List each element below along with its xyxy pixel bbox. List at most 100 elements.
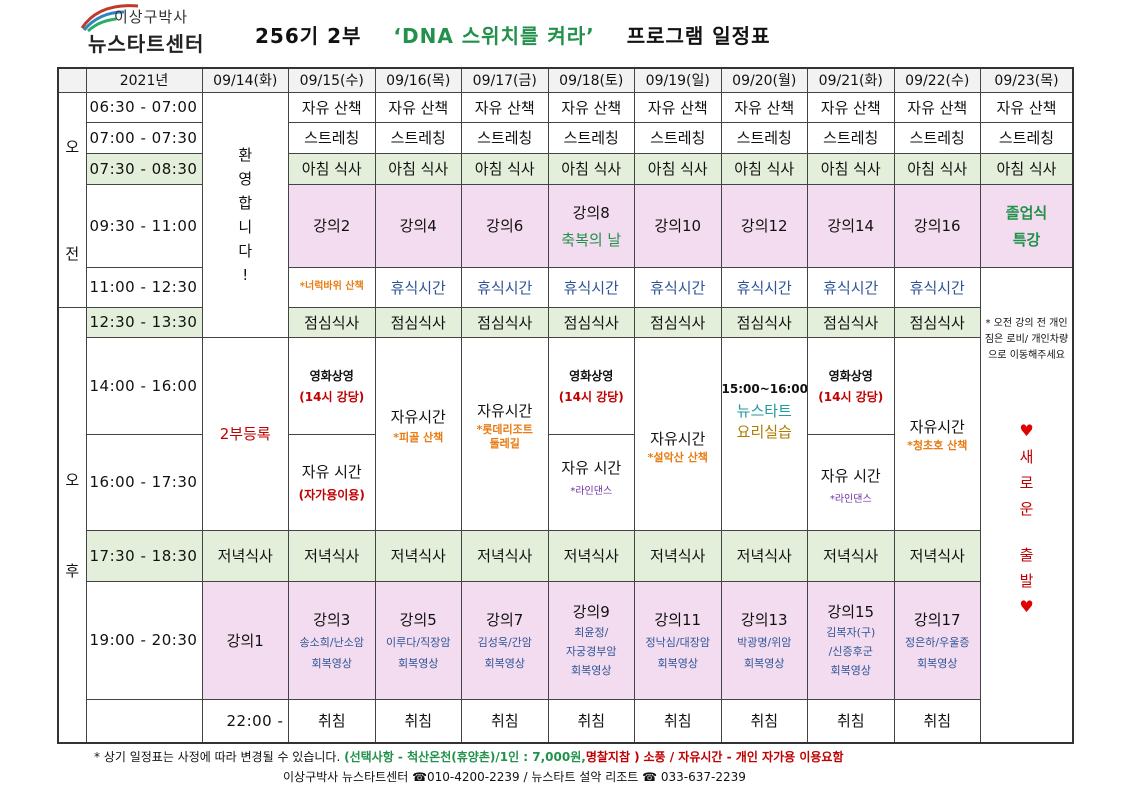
date-cell: 09/23(목) — [980, 67, 1073, 93]
lunch-cell: 점심식사 — [547, 306, 635, 338]
time-cell: 22:00 - — [201, 698, 289, 743]
table-row: 17:30 - 18:30 저녁식사 저녁식사 저녁식사 저녁식사 저녁식사 저… — [58, 529, 1073, 582]
lecture-cell: 강의16 — [893, 183, 981, 268]
date-cell: 09/21(화) — [807, 67, 895, 93]
rest-cell: 휴식시간 — [547, 266, 635, 308]
sleep-cell: 취침 — [461, 698, 549, 743]
date-cell: 09/16(목) — [374, 67, 462, 93]
line-dance-cell: 자유 시간 *라인댄스 — [547, 433, 635, 531]
rest-cell: 휴식시간 — [893, 266, 981, 308]
walk-cell: 자유 산책 — [807, 91, 895, 123]
walk-cell: 자유 산책 — [547, 91, 635, 123]
lecture-cell: 강의5 이루다/직장암 회복영상 — [374, 580, 462, 700]
stretch-cell: 스트레칭 — [461, 121, 549, 154]
sleep-cell: 취침 — [374, 698, 462, 743]
breakfast-cell: 아침 식사 — [634, 152, 722, 185]
stretch-cell: 스트레칭 — [720, 121, 808, 154]
dinner-cell: 저녁식사 — [634, 529, 722, 582]
title-part2: ‘DNA 스위치를 켜라’ — [393, 24, 595, 48]
schedule-table: 2021년 09/14(화) 09/15(수) 09/16(목) 09/17(금… — [57, 67, 1074, 744]
walk-cell: 자유 산책 — [461, 91, 549, 123]
time-cell: 07:30 - 08:30 — [85, 152, 203, 185]
time-cell: 14:00 - 16:00 — [85, 336, 203, 435]
breakfast-cell: 아침 식사 — [288, 152, 376, 185]
lecture-cell: 강의1 — [201, 580, 289, 700]
stretch-cell: 스트레칭 — [807, 121, 895, 154]
walk-cell: 자유 산책 — [288, 91, 376, 123]
blessing-day: 축복의 날 — [561, 230, 622, 249]
cooking-cell: 15:00~16:00 뉴스타트 요리실습 — [720, 336, 808, 531]
date-cell: 09/15(수) — [288, 67, 376, 93]
dinner-cell: 저녁식사 — [288, 529, 376, 582]
movie-cell: 영화상영 (14시 강당) — [547, 336, 635, 435]
lecture-cell: 강의2 — [288, 183, 376, 268]
lunch-cell: 점심식사 — [634, 306, 722, 338]
lunch-cell: 점심식사 — [374, 306, 462, 338]
lecture-cell: 강의9 최윤정/ 자궁경부암 회복영상 — [547, 580, 635, 700]
time-cell: 17:30 - 18:30 — [85, 529, 203, 582]
lecture-cell: 강의15 김복자(구) /신증후군 회복영상 — [807, 580, 895, 700]
dinner-cell: 저녁식사 — [201, 529, 289, 582]
walk-cell: 자유 산책 — [720, 91, 808, 123]
rest-cell: 휴식시간 — [720, 266, 808, 308]
rest-cell: 휴식시간 — [374, 266, 462, 308]
stretch-cell: 스트레칭 — [374, 121, 462, 154]
movie-cell: 영화상영 (14시 강당) — [807, 336, 895, 435]
lunch-cell: 점심식사 — [807, 306, 895, 338]
time-cell: 11:00 - 12:30 — [85, 266, 203, 308]
table-row: 14:00 - 16:00 2부등록 영화상영 (14시 강당) 자유시간 *피… — [58, 336, 1073, 531]
dinner-cell: 저녁식사 — [893, 529, 981, 582]
rock-walk-cell: *너럭바위 산책 — [288, 266, 376, 308]
stretch-cell: 스트레칭 — [634, 121, 722, 154]
breakfast-cell: 아침 식사 — [893, 152, 981, 185]
time-cell: 07:00 - 07:30 — [85, 121, 203, 154]
lecture-cell: 강의14 — [807, 183, 895, 268]
dinner-cell: 저녁식사 — [547, 529, 635, 582]
lunch-cell: 점심식사 — [288, 306, 376, 338]
walk-cell: 자유 산책 — [374, 91, 462, 123]
sleep-cell: 취침 — [720, 698, 808, 743]
lecture-cell: 강의7 김성욱/간암 회복영상 — [461, 580, 549, 700]
logo: 이상구박사 뉴스타트센터 — [80, 2, 230, 62]
time-cell: 16:00 - 17:30 — [85, 433, 203, 531]
stretch-cell: 스트레칭 — [893, 121, 981, 154]
lecture-cell: 강의11 정낙심/대장암 회복영상 — [634, 580, 722, 700]
free-car-cell: 자유 시간 (자가용이용) — [288, 433, 376, 531]
stretch-cell: 스트레칭 — [547, 121, 635, 154]
year-cell: 2021년 — [85, 67, 203, 93]
lunch-cell: 점심식사 — [461, 306, 549, 338]
new-start: ♥ 새 로 운 출 발 ♥ — [982, 418, 1072, 620]
logo-line2: 뉴스타트센터 — [88, 32, 205, 56]
stretch-cell: 스트레칭 — [980, 121, 1073, 154]
table-row: 11:00 - 12:30 *너럭바위 산책 휴식시간 휴식시간 휴식시간 휴식… — [58, 266, 1073, 743]
date-cell: 09/17(금) — [461, 67, 549, 93]
breakfast-cell: 아침 식사 — [374, 152, 462, 185]
dinner-cell: 저녁식사 — [461, 529, 549, 582]
sleep-cell: 취침 — [634, 698, 722, 743]
free-cell: 자유시간 *설악산 산책 — [634, 336, 722, 531]
breakfast-cell: 아침 식사 — [547, 152, 635, 185]
date-cell: 09/14(화) — [201, 67, 289, 93]
footer-notice: * 상기 일정표는 사정에 따라 변경될 수 있습니다. (선택사항 - 척산온… — [94, 750, 844, 764]
time-cell: 06:30 - 07:00 — [85, 91, 203, 123]
date-cell: 09/19(일) — [634, 67, 722, 93]
date-cell: 09/20(월) — [720, 67, 808, 93]
lecture-cell: 강의12 — [720, 183, 808, 268]
time-cell: 19:00 - 20:30 — [85, 580, 203, 700]
lecture-cell: 강의3 송소희/난소암 회복영상 — [288, 580, 376, 700]
lecture-cell: 강의17 정은하/우울증 회복영상 — [893, 580, 981, 700]
lunch-cell: 점심식사 — [893, 306, 981, 338]
logo-line1: 이상구박사 — [114, 8, 189, 26]
dinner-cell: 저녁식사 — [374, 529, 462, 582]
time-cell: 12:30 - 13:30 — [85, 306, 203, 338]
breakfast-cell: 아침 식사 — [807, 152, 895, 185]
corner-cell — [57, 67, 87, 93]
footer-contact: 이상구박사 뉴스타트센터 ☎010-4200-2239 / 뉴스타트 설악 리조… — [283, 770, 746, 784]
table-row: 16:00 - 17:30 자유 시간 (자가용이용) 자유 시간 *라인댄스 … — [58, 433, 1073, 531]
dinner-cell: 저녁식사 — [807, 529, 895, 582]
free-cell: 자유시간 *청초호 산책 — [893, 336, 981, 531]
breakfast-cell: 아침 식사 — [461, 152, 549, 185]
